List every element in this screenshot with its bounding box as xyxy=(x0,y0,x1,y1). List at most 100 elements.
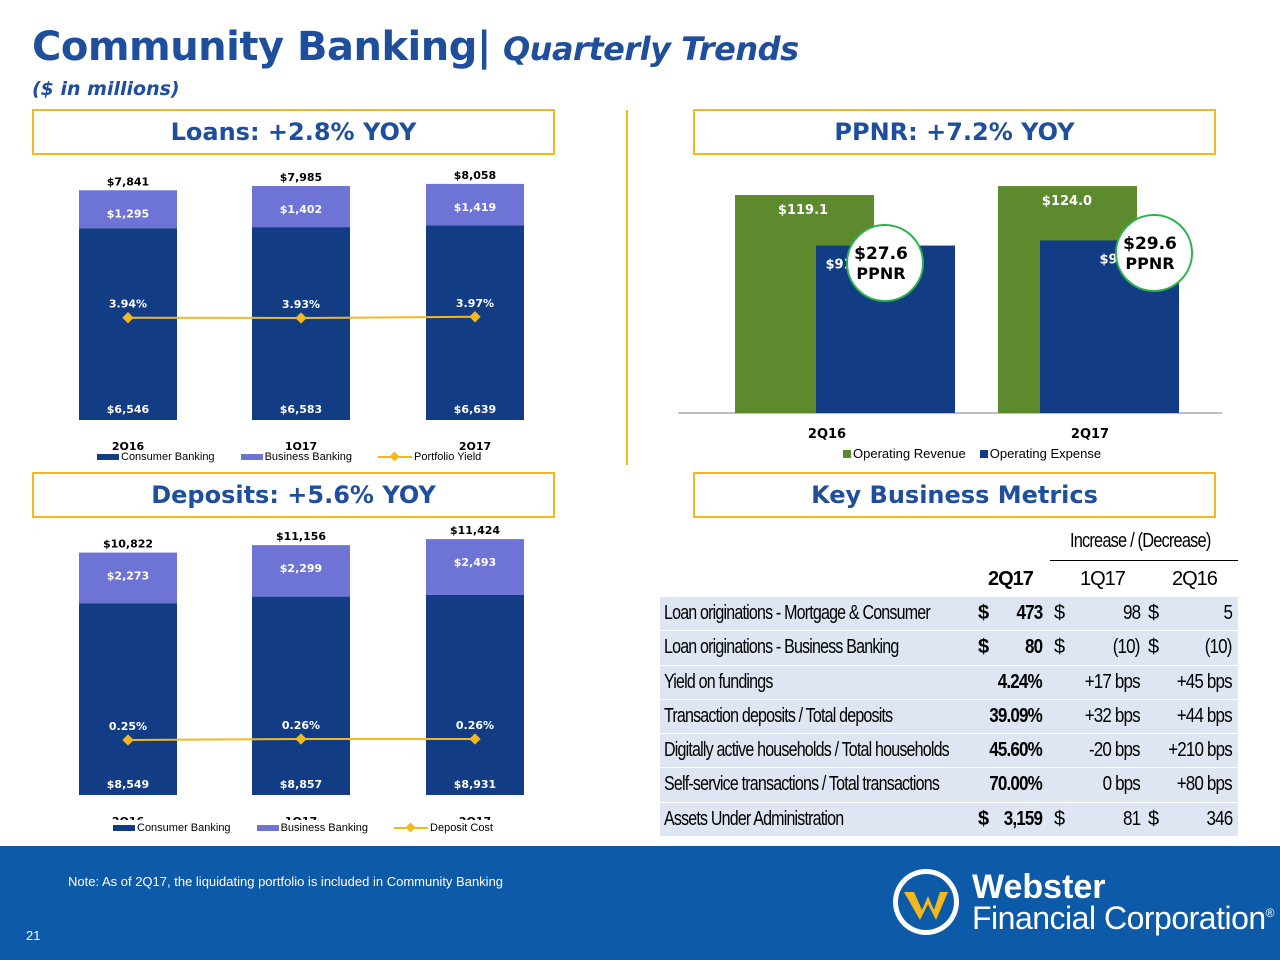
data-label-consumer: $8,549 xyxy=(107,778,149,791)
metric-2q17-value: 80 xyxy=(1024,636,1043,659)
x-tick-label: 2Q16 xyxy=(808,427,846,442)
legend-label: Consumer Banking xyxy=(137,822,231,834)
metric-1q17-currency: $ xyxy=(1054,636,1065,659)
legend-swatch xyxy=(97,454,119,460)
line-series-marker xyxy=(122,312,134,324)
ppnr-panel-title: PPNR: +7.2% YOY xyxy=(693,109,1216,155)
loans-panel-title: Loans: +2.8% YOY xyxy=(32,109,555,155)
metric-label: Digitally active households / Total hous… xyxy=(664,739,950,762)
line-series-marker xyxy=(295,733,307,745)
metric-label: Loan originations - Business Banking xyxy=(664,636,899,659)
metric-2q17-value: 45.60% xyxy=(989,739,1042,762)
loans-legend: Consumer Banking Business Banking Portfo… xyxy=(97,451,507,463)
metric-1q17-currency: $ xyxy=(1054,807,1065,830)
x-tick-label: 2Q17 xyxy=(1071,427,1109,442)
registered-mark: ® xyxy=(1265,906,1275,920)
legend-label: Operating Revenue xyxy=(853,446,966,461)
legend-swatch xyxy=(979,449,988,458)
ppnr-callout-circle xyxy=(846,224,924,302)
data-label-line: 3.93% xyxy=(282,298,320,311)
deposits-panel-title: Deposits: +5.6% YOY xyxy=(32,472,555,518)
deposits-legend: Consumer Banking Business Banking Deposi… xyxy=(113,822,519,834)
deposits-chart: $8,549 $2,273 $10,822 2Q16 0.25% $8,857 $2,299… xyxy=(79,524,524,820)
metrics-row: Assets Under Administration $3,159 $81 $346 xyxy=(660,801,1238,836)
line-series-marker xyxy=(295,312,307,324)
metric-2q17-currency: $ xyxy=(978,807,989,830)
x-tick-label: 1Q17 xyxy=(285,440,317,450)
legend-item: Deposit Cost xyxy=(394,822,493,834)
metrics-row: Transaction deposits / Total deposits 39.… xyxy=(660,698,1238,733)
metrics-row: Loan originations - Business Banking $80 $… xyxy=(660,630,1238,664)
data-label-line: 0.25% xyxy=(109,720,147,733)
metric-label: Yield on fundings xyxy=(664,670,773,693)
metric-2q16-change: 346 xyxy=(1206,807,1233,830)
units-note: ($ in millions) xyxy=(32,78,180,100)
data-label-line: 0.26% xyxy=(282,719,320,732)
legend-item: Consumer Banking xyxy=(97,451,215,463)
metric-2q16-change: +80 bps xyxy=(1176,773,1233,796)
footer-band xyxy=(0,846,1280,960)
bar-consumer-banking xyxy=(79,603,177,795)
x-tick-label: 2Q17 xyxy=(459,440,491,450)
legend-item: Portfolio Yield xyxy=(378,451,481,463)
data-label-revenue: $124.0 xyxy=(1042,194,1092,209)
bar-business-banking xyxy=(79,190,177,229)
metric-2q16-change: +210 bps xyxy=(1168,739,1232,762)
bar-business-banking xyxy=(252,186,350,228)
metrics-col-2q16: 2Q16 xyxy=(1172,568,1218,590)
metric-label: Transaction deposits / Total deposits xyxy=(664,704,893,727)
ppnr-legend: Operating Revenue Operating Expense xyxy=(843,446,1127,461)
x-tick-label: 1Q17 xyxy=(285,815,317,820)
metric-label: Loan originations - Mortgage & Consumer xyxy=(664,602,931,624)
metric-2q16-change: (10) xyxy=(1205,636,1233,659)
data-label-business: $1,419 xyxy=(454,201,496,214)
title-subtitle: Quarterly Trends xyxy=(502,30,799,68)
metrics-row: Loan originations - Mortgage & Consumer $… xyxy=(660,596,1238,630)
data-label-business: $2,299 xyxy=(280,562,322,575)
line-series-marker xyxy=(469,311,481,323)
bar-business-banking xyxy=(426,539,524,595)
legend-swatch xyxy=(843,449,851,458)
ppnr-callout-circle xyxy=(1115,214,1193,292)
legend-label: Consumer Banking xyxy=(121,451,215,463)
logo-text-webster: Webster xyxy=(972,868,1106,906)
bar-consumer-banking xyxy=(426,594,524,795)
x-tick-label: 2Q16 xyxy=(112,440,145,450)
ppnr-callout-label: PPNR xyxy=(1125,254,1174,273)
panel-divider xyxy=(626,110,628,465)
data-label-consumer: $6,639 xyxy=(454,403,496,416)
loans-chart: $6,546 $1,295 $7,841 2Q16 3.94% $6,583 $1,402 $… xyxy=(79,169,524,450)
metric-2q16-currency: $ xyxy=(1148,602,1159,624)
legend-label: Business Banking xyxy=(264,451,353,463)
metrics-col-1q17: 1Q17 xyxy=(1080,568,1126,590)
page-number: 21 xyxy=(26,928,41,943)
metric-2q17-currency: $ xyxy=(978,636,989,659)
data-label-consumer: $8,857 xyxy=(280,778,322,791)
legend-item: Business Banking xyxy=(256,822,369,834)
x-tick-label: 2Q17 xyxy=(459,815,491,820)
data-label-business: $1,295 xyxy=(107,207,149,220)
metrics-row: Self-service transactions / Total transa… xyxy=(660,767,1238,801)
metric-1q17-change: -20 bps xyxy=(1089,739,1141,762)
bar-consumer-banking xyxy=(79,228,177,420)
legend-swatch xyxy=(113,825,135,831)
legend-item: Business Banking xyxy=(240,451,353,463)
metric-1q17-change: +17 bps xyxy=(1084,670,1141,693)
legend-label: Business Banking xyxy=(280,822,369,834)
bar-business-banking xyxy=(426,183,524,226)
metrics-row: Digitally active households / Total hous… xyxy=(660,733,1238,767)
footer-note: Note: As of 2Q17, the liquidating portfo… xyxy=(68,874,504,889)
metric-2q17-value: 39.09% xyxy=(989,704,1042,727)
data-label-consumer: $8,931 xyxy=(454,778,496,791)
page-title: Community Banking| Quarterly Trends xyxy=(32,24,799,70)
legend-swatch xyxy=(240,454,263,460)
metric-2q17-value: 3,159 xyxy=(1003,807,1043,830)
legend-label: Deposit Cost xyxy=(430,822,493,834)
metric-2q17-value: 4.24% xyxy=(998,670,1043,693)
bar-consumer-banking xyxy=(252,596,350,795)
bar-business-banking xyxy=(79,552,177,604)
x-tick-label: 2Q16 xyxy=(112,815,145,820)
ppnr-callout-label: PPNR xyxy=(856,264,905,283)
data-label-line: 3.97% xyxy=(456,297,494,310)
metrics-col-2q17: 2Q17 xyxy=(988,568,1034,590)
